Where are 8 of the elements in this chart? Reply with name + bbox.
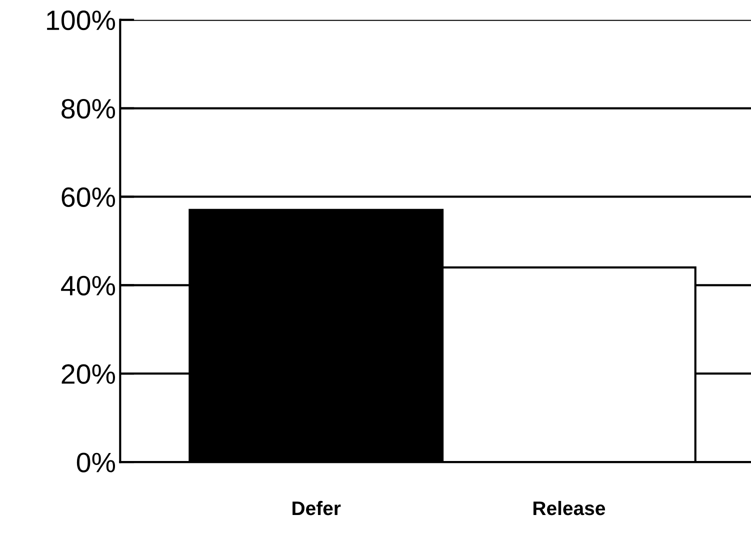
y-tick-label: 20% <box>62 364 116 384</box>
y-tick-label: 100% <box>47 10 116 30</box>
y-tick-label: 60% <box>62 187 116 208</box>
y-tick-label: 80% <box>62 98 116 119</box>
x-tick-label: Release <box>534 500 606 516</box>
x-tick-label: Defer <box>292 500 341 516</box>
y-tick-label: 40% <box>61 276 116 296</box>
y-tick-label: 0% <box>76 452 116 472</box>
